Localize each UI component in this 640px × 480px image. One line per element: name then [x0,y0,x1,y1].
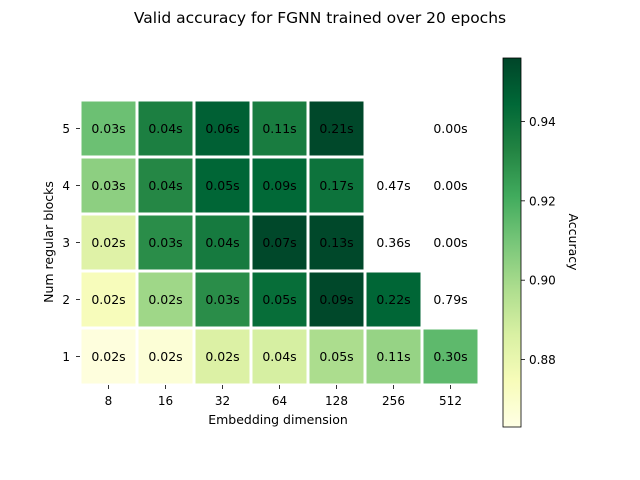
cell-label: 0.02s [148,292,182,307]
cell-label: 0.02s [205,349,239,364]
heatmap-cell [195,272,250,327]
cell-label: 0.13s [319,235,353,250]
cell-label: 0.02s [91,349,125,364]
heatmap-cell [138,272,193,327]
cell-label: 0.05s [319,349,353,364]
heatmap-cells [81,101,478,384]
heatmap-cell [195,329,250,384]
x-tick-label: 128 [325,394,348,408]
heatmap-cell [81,329,136,384]
cell-label: 0.03s [91,178,125,193]
heatmap-cell [138,215,193,270]
heatmap-cell [195,158,250,213]
heatmap-cell [138,329,193,384]
y-axis-label: Num regular blocks [41,181,56,303]
cell-label: 0.21s [319,121,353,136]
cell-label: 0.00s [433,235,467,250]
cell-label: 0.47s [376,178,410,193]
colorbar-label: Accuracy [566,213,581,271]
heatmap-cell [81,215,136,270]
cell-label: 0.05s [205,178,239,193]
cell-label: 0.04s [262,349,296,364]
cell-label: 0.09s [319,292,353,307]
chart-title: Valid accuracy for FGNN trained over 20 … [134,9,506,27]
heatmap-cell [195,101,250,156]
cell-label: 0.11s [262,121,296,136]
cell-label: 0.00s [433,121,467,136]
y-tick-label: 1 [62,350,70,364]
heatmap-cell [252,215,307,270]
cell-label: 0.02s [91,235,125,250]
x-tick-label: 512 [439,394,462,408]
colorbar-ticks: 0.88 0.90 0.92 0.94 [521,115,556,367]
cell-label: 0.04s [148,121,182,136]
x-tick-label: 64 [272,394,287,408]
cell-label: 0.02s [91,292,125,307]
cell-label: 0.30s [433,349,467,364]
heatmap-cell [252,272,307,327]
x-tick-label: 256 [382,394,405,408]
cell-label: 0.11s [376,349,410,364]
cell-labels: 0.02s 0.02s 0.02s 0.04s 0.05s 0.11s 0.30s 0.02s… [91,121,467,364]
y-tick-label: 2 [62,293,70,307]
heatmap-cell [309,329,364,384]
cell-label: 0.79s [433,292,467,307]
cell-label: 0.06s [205,121,239,136]
cell-label: 0.07s [262,235,296,250]
heatmap-cell [138,101,193,156]
heatmap-cell [423,329,478,384]
heatmap-cell [81,272,136,327]
heatmap-cell [309,272,364,327]
heatmap-cell [252,329,307,384]
colorbar-tick-label: 0.94 [529,115,556,129]
y-tick-label: 4 [62,179,70,193]
heatmap-cell [252,158,307,213]
cell-label: 0.04s [205,235,239,250]
cell-label: 0.09s [262,178,296,193]
cell-label: 0.36s [376,235,410,250]
cell-label: 0.02s [148,349,182,364]
y-tick-label: 5 [62,122,70,136]
cell-label: 0.00s [433,178,467,193]
x-tick-label: 16 [158,394,173,408]
cell-label: 0.03s [148,235,182,250]
heatmap-cell [81,101,136,156]
heatmap-cell [366,329,421,384]
colorbar-tick-label: 0.92 [529,194,556,208]
cell-label: 0.04s [148,178,182,193]
heatmap-cell [309,215,364,270]
x-tick-label: 8 [105,394,113,408]
y-tick-label: 3 [62,236,70,250]
x-axis-label: Embedding dimension [208,412,348,427]
cell-label: 0.03s [91,121,125,136]
heatmap-cell [309,101,364,156]
heatmap-cell [252,101,307,156]
heatmap-cell [309,158,364,213]
y-axis: 1 2 3 4 5 [62,122,80,364]
heatmap-cell [138,158,193,213]
heatmap-cell [366,272,421,327]
cell-label: 0.17s [319,178,353,193]
cell-label: 0.03s [205,292,239,307]
cell-label: 0.22s [376,292,410,307]
colorbar [502,57,522,428]
colorbar-tick-label: 0.90 [529,274,556,288]
cell-label: 0.05s [262,292,296,307]
x-axis: 8 16 32 64 128 256 512 [105,385,462,408]
heatmap-cell [81,158,136,213]
heatmap-cell [195,215,250,270]
colorbar-tick-label: 0.88 [529,353,556,367]
x-tick-label: 32 [215,394,230,408]
